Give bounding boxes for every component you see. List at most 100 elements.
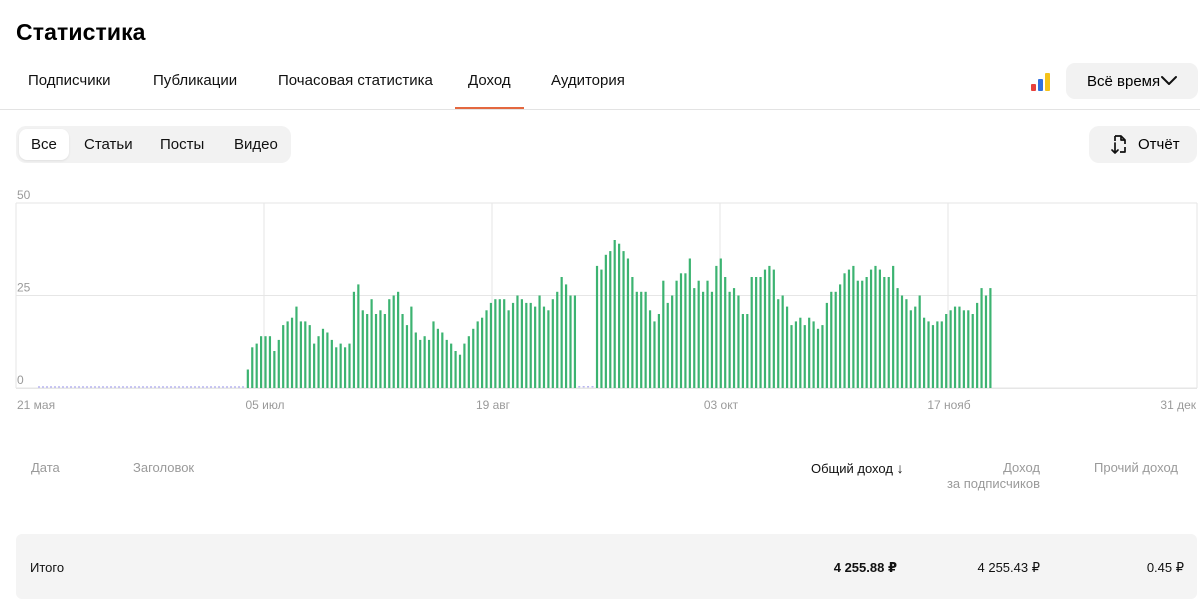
chart-bar[interactable]	[366, 314, 369, 388]
chart-bar[interactable]	[410, 306, 413, 388]
chart-bar[interactable]	[918, 295, 921, 389]
chart-bar[interactable]	[936, 321, 939, 388]
chart-bar[interactable]	[352, 291, 356, 388]
chart-bar[interactable]	[516, 295, 519, 389]
col-header-date[interactable]: Дата	[31, 460, 60, 475]
chart-bar[interactable]	[949, 310, 952, 388]
chart-bar[interactable]	[622, 251, 625, 388]
chart-bar[interactable]	[321, 328, 325, 388]
chart-bar[interactable]	[383, 314, 386, 388]
report-button[interactable]: Отчёт	[1089, 126, 1197, 163]
chart-bar[interactable]	[489, 302, 493, 388]
chart-bar[interactable]	[772, 269, 775, 388]
chart-bar[interactable]	[467, 336, 470, 388]
chart-bar[interactable]	[878, 269, 881, 388]
chart-bar[interactable]	[706, 280, 709, 388]
chart-bar[interactable]	[463, 343, 466, 388]
chart-bar[interactable]	[388, 299, 391, 388]
chart-bar[interactable]	[883, 277, 886, 388]
col-header-subscriber-income[interactable]: Доход за подписчиков	[941, 460, 1040, 492]
chart-bar[interactable]	[816, 328, 820, 388]
chart-bar[interactable]	[604, 254, 607, 388]
chart-bar[interactable]	[715, 265, 718, 388]
chart-bar[interactable]	[710, 291, 714, 388]
chart-bar[interactable]	[662, 280, 665, 388]
chart-bar[interactable]	[454, 351, 457, 388]
chart-bar[interactable]	[432, 321, 435, 388]
chart-bar[interactable]	[573, 295, 577, 389]
chart-bar[interactable]	[450, 343, 453, 388]
chart-bar[interactable]	[724, 277, 727, 388]
chart-bar[interactable]	[905, 299, 908, 388]
chart-bar[interactable]	[976, 302, 979, 388]
chart-bar[interactable]	[874, 265, 877, 388]
chart-bar[interactable]	[759, 277, 762, 388]
chart-bar[interactable]	[768, 265, 771, 388]
chart-bar[interactable]	[799, 317, 802, 388]
chart-bar[interactable]	[582, 386, 585, 388]
chart-bar[interactable]	[909, 310, 912, 388]
chart-bar[interactable]	[304, 321, 307, 388]
chart-bar[interactable]	[414, 332, 417, 389]
chart-bar[interactable]	[790, 325, 793, 388]
chart-bar[interactable]	[343, 347, 347, 388]
chart-bar[interactable]	[551, 299, 554, 388]
chart-bar[interactable]	[299, 321, 302, 388]
chart-bar[interactable]	[896, 288, 899, 388]
chart-bar[interactable]	[808, 317, 811, 388]
period-selector[interactable]: Всё время	[1066, 63, 1198, 99]
chart-bar[interactable]	[503, 299, 506, 388]
chart-bar[interactable]	[675, 280, 678, 388]
chart-bar[interactable]	[900, 295, 904, 389]
chart-bar[interactable]	[887, 277, 890, 388]
chart-bar[interactable]	[397, 291, 400, 388]
chart-bar[interactable]	[560, 277, 563, 388]
chart-bar[interactable]	[476, 321, 479, 388]
chart-bar[interactable]	[277, 339, 280, 388]
chart-bar[interactable]	[865, 277, 868, 388]
chart-bar[interactable]	[525, 302, 528, 388]
chart-bar[interactable]	[286, 321, 289, 388]
chart-bar[interactable]	[812, 321, 815, 388]
tab-publications[interactable]: Публикации	[153, 72, 238, 89]
chart-bar[interactable]	[732, 288, 736, 388]
col-header-title[interactable]: Заголовок	[133, 460, 195, 475]
chart-bar[interactable]	[640, 291, 643, 388]
chart-bar[interactable]	[618, 243, 621, 388]
metrica-icon[interactable]	[1031, 73, 1051, 91]
tab-subscribers[interactable]: Подписчики	[28, 72, 111, 89]
chart-bar[interactable]	[702, 291, 705, 388]
chart-bar[interactable]	[728, 291, 731, 388]
chart-bar[interactable]	[679, 273, 683, 388]
chart-bar[interactable]	[538, 295, 541, 389]
chart-bar[interactable]	[737, 295, 740, 389]
chart-bar[interactable]	[741, 314, 744, 388]
chart-bar[interactable]	[794, 321, 798, 388]
chart-bar[interactable]	[785, 306, 789, 388]
filter-videos[interactable]: Видео	[234, 136, 278, 153]
chart-bar[interactable]	[830, 291, 833, 388]
chart-bar[interactable]	[763, 269, 767, 388]
chart-bar[interactable]	[971, 314, 974, 388]
chart-bar[interactable]	[405, 325, 409, 388]
chart-bar[interactable]	[419, 339, 422, 388]
chart-bar[interactable]	[834, 291, 837, 388]
chart-bar[interactable]	[317, 336, 320, 388]
chart-bar[interactable]	[953, 306, 957, 388]
chart-bar[interactable]	[923, 317, 926, 388]
chart-bar[interactable]	[653, 321, 656, 388]
chart-bar[interactable]	[719, 258, 722, 389]
chart-bar[interactable]	[984, 295, 988, 389]
chart-bar[interactable]	[260, 336, 263, 388]
chart-bar[interactable]	[379, 310, 382, 388]
chart-bar[interactable]	[940, 321, 943, 388]
chart-bar[interactable]	[595, 265, 599, 388]
chart-bar[interactable]	[843, 273, 846, 388]
chart-bar[interactable]	[273, 351, 276, 388]
chart-bar[interactable]	[339, 343, 342, 388]
chart-bar[interactable]	[989, 288, 992, 388]
col-header-other-income[interactable]: Прочий доход	[1094, 460, 1178, 475]
chart-bar[interactable]	[657, 314, 660, 388]
chart-bar[interactable]	[777, 299, 780, 388]
chart-bar[interactable]	[958, 306, 961, 388]
